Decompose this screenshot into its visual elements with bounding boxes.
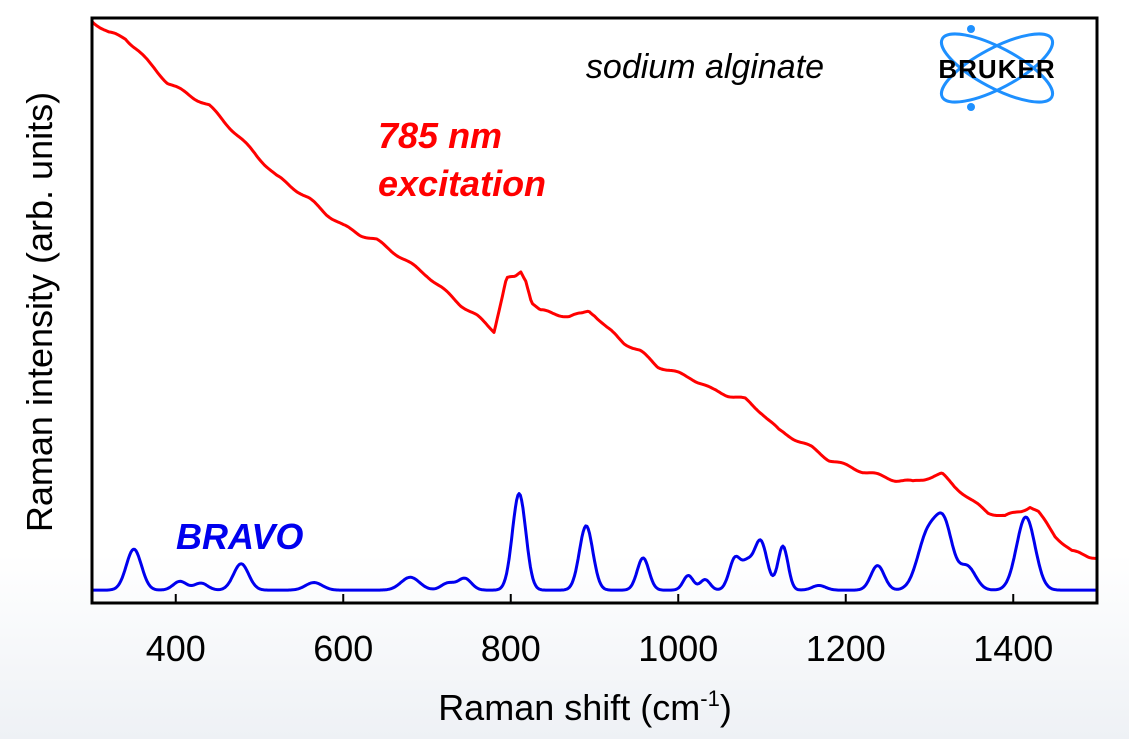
x-tick-label: 1000 (638, 628, 718, 669)
x-tick-label: 800 (481, 628, 541, 669)
x-axis-label-close: ) (720, 687, 732, 728)
x-axis-label: Raman shift (cm-1) (438, 686, 732, 728)
x-axis-label-main: Raman shift (cm (438, 687, 700, 728)
x-tick-label: 1400 (973, 628, 1053, 669)
series-line-bravo (91, 492, 1098, 592)
y-axis-label: Raman intensity (arb. units) (19, 92, 60, 532)
x-tick-label: 600 (313, 628, 373, 669)
atom-icon (939, 25, 1055, 111)
x-tick-label: 400 (146, 628, 206, 669)
plot-frame (90, 16, 1099, 605)
chart-marks (90, 20, 1098, 592)
bruker-logo-text: BRUKER (938, 54, 1055, 84)
x-axis-ticks: 400 600 800 1000 1200 1400 (146, 594, 1053, 669)
series-line-785nm (90, 20, 1098, 560)
excitation-label-line2: excitation (378, 163, 546, 204)
excitation-label-line1: 785 nm (378, 115, 502, 156)
x-tick-label: 1200 (806, 628, 886, 669)
x-axis-label-sup: -1 (700, 686, 720, 711)
bruker-logo: BRUKER (938, 25, 1055, 111)
chart-title: sodium alginate (586, 48, 824, 86)
bravo-label: BRAVO (176, 516, 303, 557)
